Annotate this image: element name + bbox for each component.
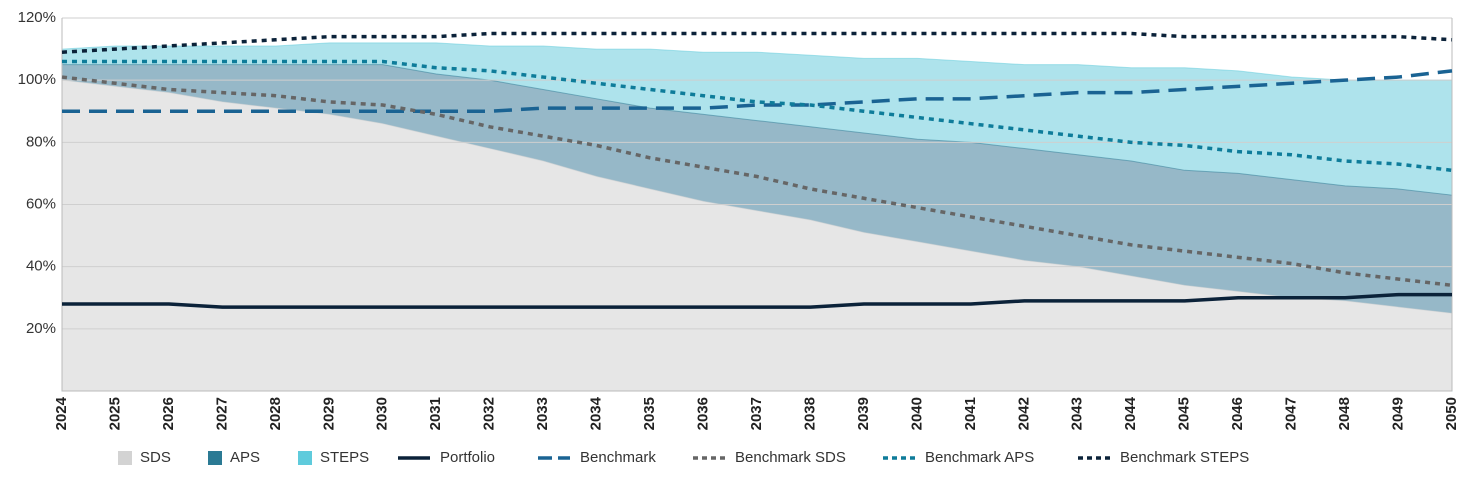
x-tick-label: 2033 [534, 397, 551, 430]
legend-label: Benchmark STEPS [1120, 449, 1249, 466]
x-tick-label: 2046 [1229, 397, 1246, 430]
legend-swatch [118, 451, 132, 465]
legend-swatch [208, 451, 222, 465]
legend-label: Portfolio [440, 449, 495, 466]
line [62, 69, 1453, 113]
x-tick-label: 2040 [908, 397, 925, 430]
x-tick-label: 2049 [1390, 397, 1407, 430]
line [62, 292, 1452, 309]
y-tick-label: 100% [18, 71, 56, 88]
x-tick-label: 2045 [1176, 397, 1193, 430]
x-tick-label: 2027 [213, 397, 230, 430]
x-tick-label: 2044 [1122, 396, 1139, 430]
x-tick-label: 2037 [748, 397, 765, 430]
legend-label: APS [230, 449, 260, 466]
x-tick-label: 2031 [427, 397, 444, 430]
x-tick-label: 2050 [1443, 397, 1460, 430]
y-tick-label: 60% [26, 195, 56, 212]
x-tick-label: 2038 [801, 397, 818, 430]
y-tick-label: 20% [26, 320, 56, 337]
x-tick-label: 2026 [160, 397, 177, 430]
x-tick-label: 2039 [855, 397, 872, 430]
legend-swatch [298, 451, 312, 465]
legend-label: Benchmark APS [925, 449, 1034, 466]
x-tick-label: 2036 [695, 397, 712, 430]
x-tick-label: 2028 [267, 397, 284, 430]
x-tick-label: 2047 [1283, 397, 1300, 430]
legend-label: STEPS [320, 449, 369, 466]
y-tick-label: 80% [26, 133, 56, 150]
x-tick-label: 2032 [481, 397, 498, 430]
x-tick-label: 2043 [1069, 397, 1086, 430]
x-tick-label: 2034 [588, 396, 605, 430]
y-tick-label: 40% [26, 258, 56, 275]
y-tick-label: 120% [18, 9, 56, 26]
legend-label: Benchmark SDS [735, 449, 846, 466]
line [61, 31, 1453, 54]
x-tick-label: 2030 [374, 397, 391, 430]
x-tick-label: 2041 [962, 397, 979, 430]
x-tick-label: 2042 [1015, 397, 1032, 430]
x-tick-label: 2024 [53, 396, 70, 430]
line [62, 59, 1453, 173]
line [61, 75, 1453, 288]
legend-label: SDS [140, 449, 171, 466]
legend-label: Benchmark [580, 449, 656, 466]
x-tick-label: 2029 [320, 397, 337, 430]
x-tick-label: 2048 [1336, 397, 1353, 430]
x-tick-label: 2035 [641, 397, 658, 430]
x-tick-label: 2025 [106, 397, 123, 430]
